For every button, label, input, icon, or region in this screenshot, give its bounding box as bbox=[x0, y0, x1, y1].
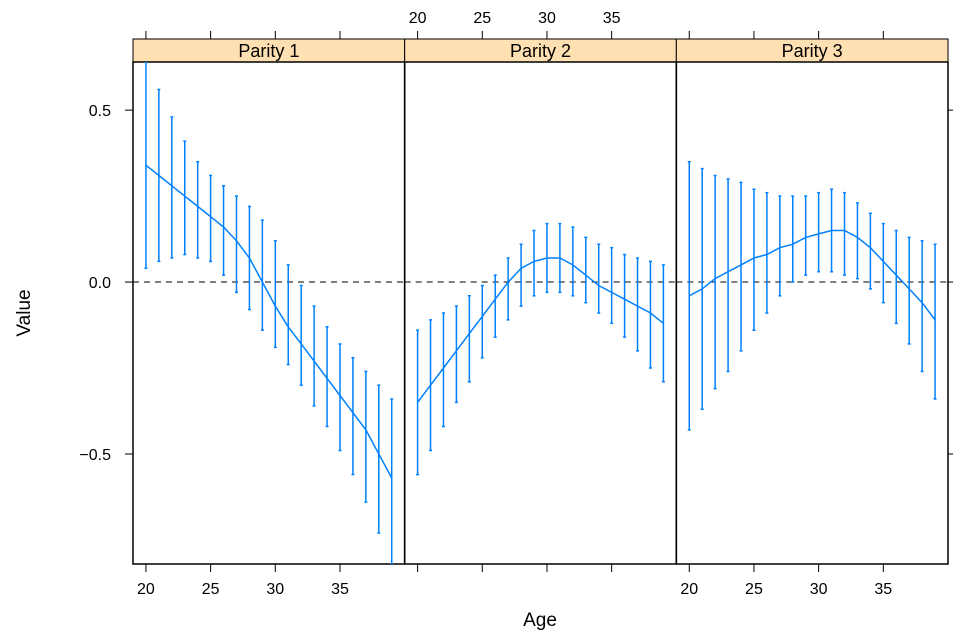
panel-3: Parity 3 20 25 30 35 bbox=[676, 31, 948, 598]
x-axis-title: Age bbox=[523, 610, 557, 631]
x-tick-label: 20 bbox=[680, 581, 698, 598]
error-bar bbox=[235, 196, 238, 292]
error-bar bbox=[507, 258, 510, 320]
y-tick-label: 0.5 bbox=[89, 103, 111, 120]
error-bar bbox=[364, 371, 367, 502]
error-bar bbox=[778, 196, 781, 296]
error-bar bbox=[765, 193, 768, 313]
panel-frame bbox=[405, 62, 677, 564]
error-bar bbox=[843, 193, 846, 276]
error-bar bbox=[817, 193, 820, 272]
error-bar bbox=[804, 196, 807, 275]
panel-frame bbox=[133, 62, 405, 564]
x-tick-label: 20 bbox=[409, 10, 427, 27]
panel-1: Parity 1 20 25 30 35 bbox=[133, 31, 405, 598]
x-tick-label: 20 bbox=[137, 581, 155, 598]
x-tick-label: 35 bbox=[603, 10, 621, 27]
error-bar bbox=[481, 285, 484, 357]
error-bar bbox=[196, 162, 199, 258]
panel-2: Parity 2 20 25 30 35 bbox=[405, 10, 677, 572]
error-bar bbox=[752, 189, 755, 330]
error-bar bbox=[222, 186, 225, 275]
panel-data bbox=[405, 224, 677, 475]
y-tick-label: −0.5 bbox=[79, 447, 111, 464]
x-tick-label: 25 bbox=[473, 10, 491, 27]
x-tick-label: 30 bbox=[538, 10, 556, 27]
x-tick-label: 35 bbox=[874, 581, 892, 598]
error-bar bbox=[921, 241, 924, 372]
error-bar bbox=[571, 227, 574, 296]
error-bar bbox=[300, 285, 303, 385]
fit-line bbox=[418, 258, 664, 402]
x-tick-label: 30 bbox=[810, 581, 828, 598]
error-bar bbox=[934, 244, 937, 399]
error-bar bbox=[313, 306, 316, 406]
error-bar bbox=[636, 258, 639, 351]
error-bar bbox=[261, 220, 264, 330]
error-bar bbox=[468, 296, 471, 382]
error-bar bbox=[351, 358, 354, 475]
error-bar bbox=[791, 196, 794, 282]
panel-frame bbox=[676, 62, 948, 564]
error-bar bbox=[520, 244, 523, 306]
error-bar bbox=[584, 237, 587, 302]
error-bar bbox=[377, 385, 380, 533]
y-axis-title: Value bbox=[14, 289, 35, 336]
error-bar bbox=[533, 230, 536, 295]
error-bar bbox=[597, 244, 600, 313]
error-bar bbox=[610, 248, 613, 324]
x-tick-label: 25 bbox=[745, 581, 763, 598]
error-bar bbox=[494, 275, 497, 337]
error-bar bbox=[274, 241, 277, 348]
strip-label: Parity 3 bbox=[782, 41, 843, 61]
error-bar bbox=[287, 265, 290, 365]
fit-line bbox=[146, 165, 392, 478]
error-bar bbox=[869, 213, 872, 289]
fit-line bbox=[689, 231, 935, 320]
error-bar bbox=[727, 179, 730, 372]
panel-data bbox=[133, 62, 405, 564]
x-tick-label: 25 bbox=[202, 581, 220, 598]
error-bar bbox=[623, 255, 626, 338]
error-bar bbox=[856, 203, 859, 279]
strip-label: Parity 1 bbox=[238, 41, 299, 61]
strip-label: Parity 2 bbox=[510, 41, 571, 61]
y-tick-label: 0.0 bbox=[89, 275, 111, 292]
panel-data bbox=[676, 162, 948, 430]
error-bar bbox=[390, 399, 393, 564]
error-bar bbox=[455, 306, 458, 402]
x-tick-label: 35 bbox=[331, 581, 349, 598]
x-tick-label: 30 bbox=[266, 581, 284, 598]
error-bar bbox=[740, 182, 743, 350]
